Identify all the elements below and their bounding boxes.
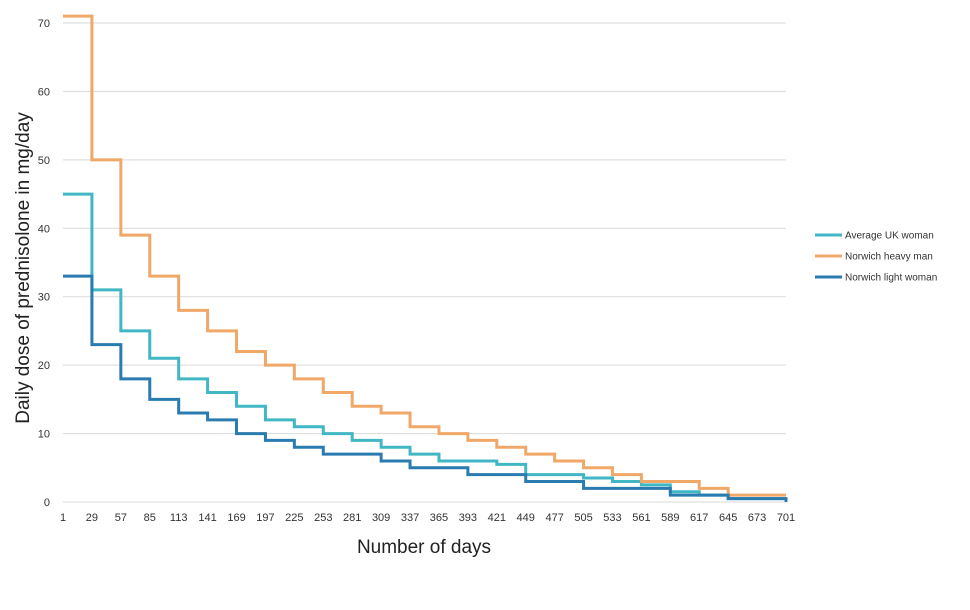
y-tick-label: 60 (38, 86, 50, 98)
x-axis-title: Number of days (357, 537, 491, 558)
x-tick-label: 281 (343, 512, 361, 524)
x-tick-label: 29 (86, 512, 98, 524)
x-tick-label: 645 (719, 512, 737, 524)
y-tick-label: 50 (38, 155, 50, 167)
y-axis-title: Daily dose of prednisolone in mg/day (13, 112, 34, 424)
y-tick-label: 20 (38, 360, 50, 372)
x-axis-ticks: 1 29 57 85 113 141 169 197 225 253 281 309 337 365 393… (60, 512, 795, 524)
legend: Average UK woman Norwich heavy man Norwich… (815, 231, 937, 284)
x-tick-label: 617 (690, 512, 708, 524)
x-tick-label: 365 (430, 512, 448, 524)
series-line-1 (63, 14, 786, 497)
x-tick-label: 449 (517, 512, 535, 524)
x-tick-label: 701 (777, 512, 795, 524)
y-axis-ticks: 0 10 20 30 40 50 60 70 (38, 18, 50, 509)
x-tick-label: 421 (488, 512, 506, 524)
y-tick-label: 0 (44, 497, 50, 509)
x-tick-label: 309 (372, 512, 390, 524)
x-tick-label: 85 (144, 512, 156, 524)
x-tick-label: 113 (170, 512, 188, 524)
x-tick-label: 505 (574, 512, 592, 524)
legend-label: Norwich heavy man (845, 252, 933, 263)
legend-label: Norwich light woman (845, 273, 937, 284)
y-tick-label: 10 (38, 429, 50, 441)
x-tick-label: 253 (314, 512, 332, 524)
x-tick-label: 141 (198, 512, 216, 524)
gridlines (63, 22, 786, 503)
x-tick-label: 533 (603, 512, 621, 524)
x-tick-label: 673 (748, 512, 766, 524)
x-tick-label: 1 (60, 512, 66, 524)
y-tick-label: 40 (38, 223, 50, 235)
x-tick-label: 561 (632, 512, 650, 524)
x-tick-label: 589 (661, 512, 679, 524)
x-tick-label: 225 (285, 512, 303, 524)
x-tick-label: 337 (401, 512, 419, 524)
y-tick-label: 70 (38, 18, 50, 30)
y-tick-label: 30 (38, 292, 50, 304)
series-line-2 (63, 274, 788, 502)
series-line-0 (63, 192, 786, 501)
x-tick-label: 477 (545, 512, 563, 524)
series-lines (63, 14, 788, 502)
x-tick-label: 393 (459, 512, 477, 524)
x-tick-label: 57 (115, 512, 127, 524)
x-tick-label: 197 (256, 512, 274, 524)
x-tick-label: 169 (227, 512, 245, 524)
legend-label: Average UK woman (845, 231, 934, 242)
